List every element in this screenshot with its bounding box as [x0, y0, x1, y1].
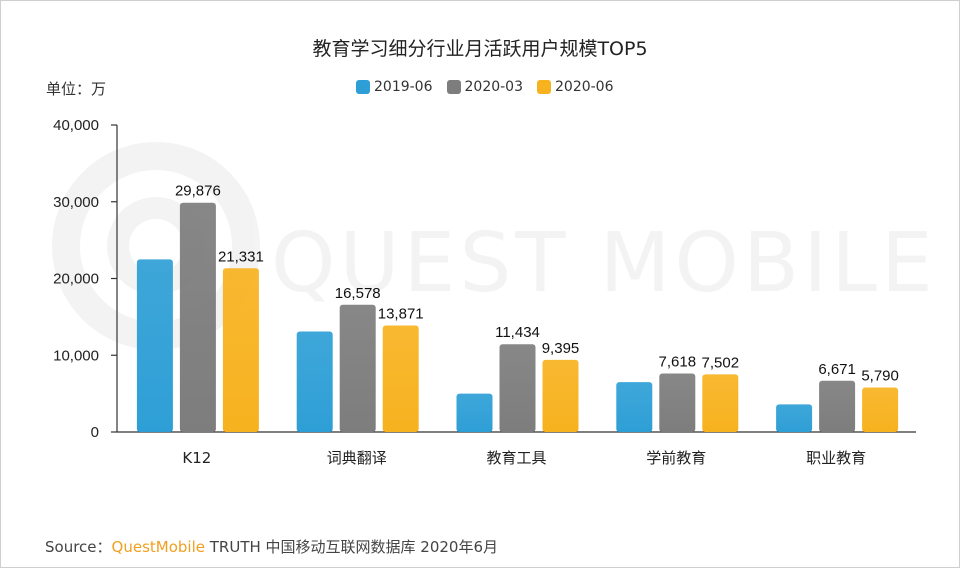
x-tick-label: 学前教育	[646, 449, 706, 467]
bar-2020-06-学前教育	[702, 374, 739, 432]
chart-title: 教育学习细分行业月活跃用户规模TOP5	[312, 38, 648, 60]
data-label: 9,395	[542, 340, 580, 357]
x-tick-label: K12	[182, 449, 211, 467]
legend-label: 2020-03	[464, 79, 524, 95]
bar-2020-06-词典翻译	[382, 325, 419, 432]
data-label: 29,876	[175, 183, 221, 200]
data-label: 21,331	[218, 248, 264, 265]
bar-2019-06-词典翻译	[296, 331, 333, 432]
legend-swatch	[446, 80, 461, 94]
bar-2020-03-教育工具	[499, 344, 536, 432]
data-label: 7,502	[702, 354, 740, 371]
watermark-text: QUEST MOBILE	[271, 216, 937, 311]
y-tick-label: 0	[91, 424, 99, 441]
legend-label: 2020-06	[555, 79, 614, 95]
source-brand: QuestMobile	[111, 538, 205, 556]
bar-2020-03-职业教育	[819, 380, 856, 432]
bar-2019-06-K12	[136, 259, 173, 432]
x-tick-label: 教育工具	[486, 449, 546, 467]
data-label: 7,618	[659, 354, 697, 371]
bar-2019-06-职业教育	[776, 404, 813, 432]
bar-2020-06-职业教育	[862, 387, 899, 432]
bar-2019-06-教育工具	[456, 393, 493, 432]
bar-2020-03-词典翻译	[339, 304, 376, 432]
data-label: 11,434	[495, 324, 540, 341]
bar-2019-06-学前教育	[616, 382, 653, 432]
data-label: 6,671	[818, 361, 856, 378]
legend-item-2020-03: 2020-03	[446, 79, 524, 95]
chart-legend: 2019-06 2020-03 2020-06	[356, 79, 614, 95]
legend-label: 2019-06	[374, 79, 433, 95]
bar-2020-06-教育工具	[542, 359, 579, 432]
x-tick-label: 词典翻译	[327, 449, 387, 467]
y-tick-label: 20,000	[53, 271, 99, 288]
bar-2020-06-K12	[222, 268, 259, 432]
legend-item-2020-06: 2020-06	[537, 79, 614, 95]
legend-swatch	[356, 80, 370, 94]
y-tick-label: 10,000	[53, 347, 99, 364]
legend-item-2019-06: 2019-06	[356, 79, 433, 95]
unit-label: 单位：万	[46, 80, 107, 98]
bar-2020-03-K12	[179, 202, 216, 432]
data-label: 5,790	[861, 368, 899, 385]
source-rest: TRUTH 中国移动互联网数据库 2020年6月	[204, 538, 499, 556]
data-label: 16,578	[335, 285, 381, 302]
data-label: 13,871	[378, 306, 424, 323]
x-tick-label: 职业教育	[806, 449, 866, 467]
y-tick-label: 40,000	[53, 117, 99, 134]
source-prefix: Source：	[45, 538, 112, 556]
bar-2020-03-学前教育	[659, 373, 696, 432]
source-note: Source：QuestMobile TRUTH 中国移动互联网数据库 2020…	[45, 536, 498, 557]
legend-swatch	[537, 80, 551, 94]
y-tick-label: 30,000	[53, 194, 99, 211]
